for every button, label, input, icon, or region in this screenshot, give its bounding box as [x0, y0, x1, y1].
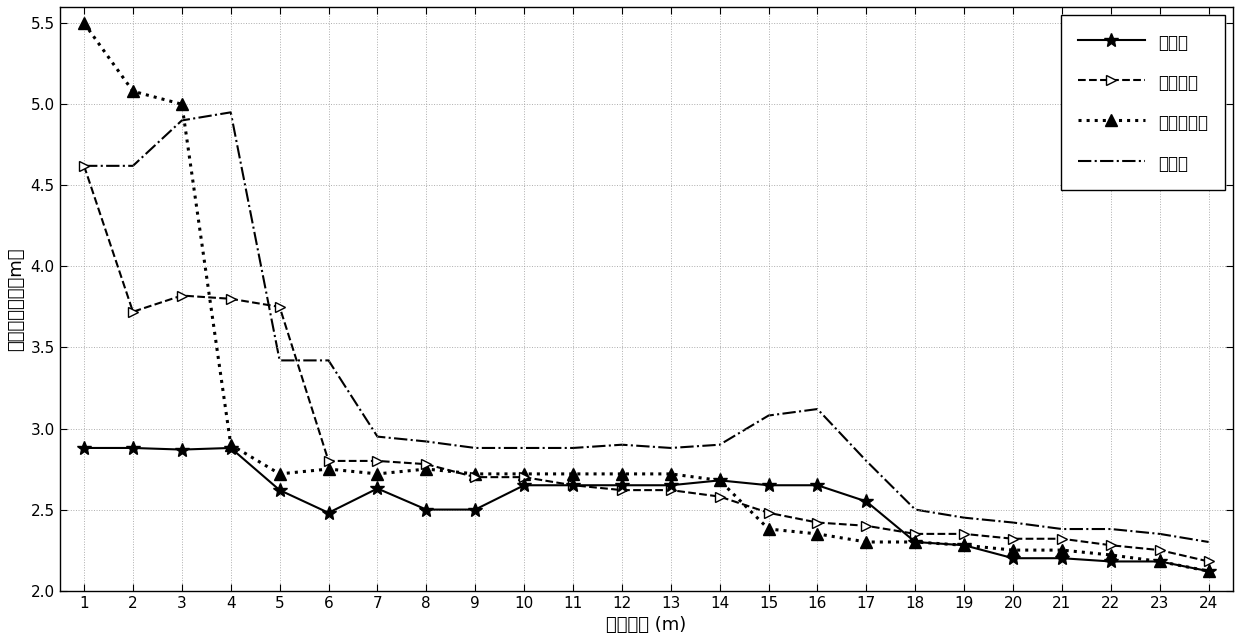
X-axis label: 定位误差 (m): 定位误差 (m)	[606, 616, 687, 634]
Y-axis label: 整体定位误差（m）: 整体定位误差（m）	[7, 247, 25, 351]
Legend: 本发明, 信息增益, 最小标准差, 互信息: 本发明, 信息增益, 最小标准差, 互信息	[1061, 15, 1225, 190]
